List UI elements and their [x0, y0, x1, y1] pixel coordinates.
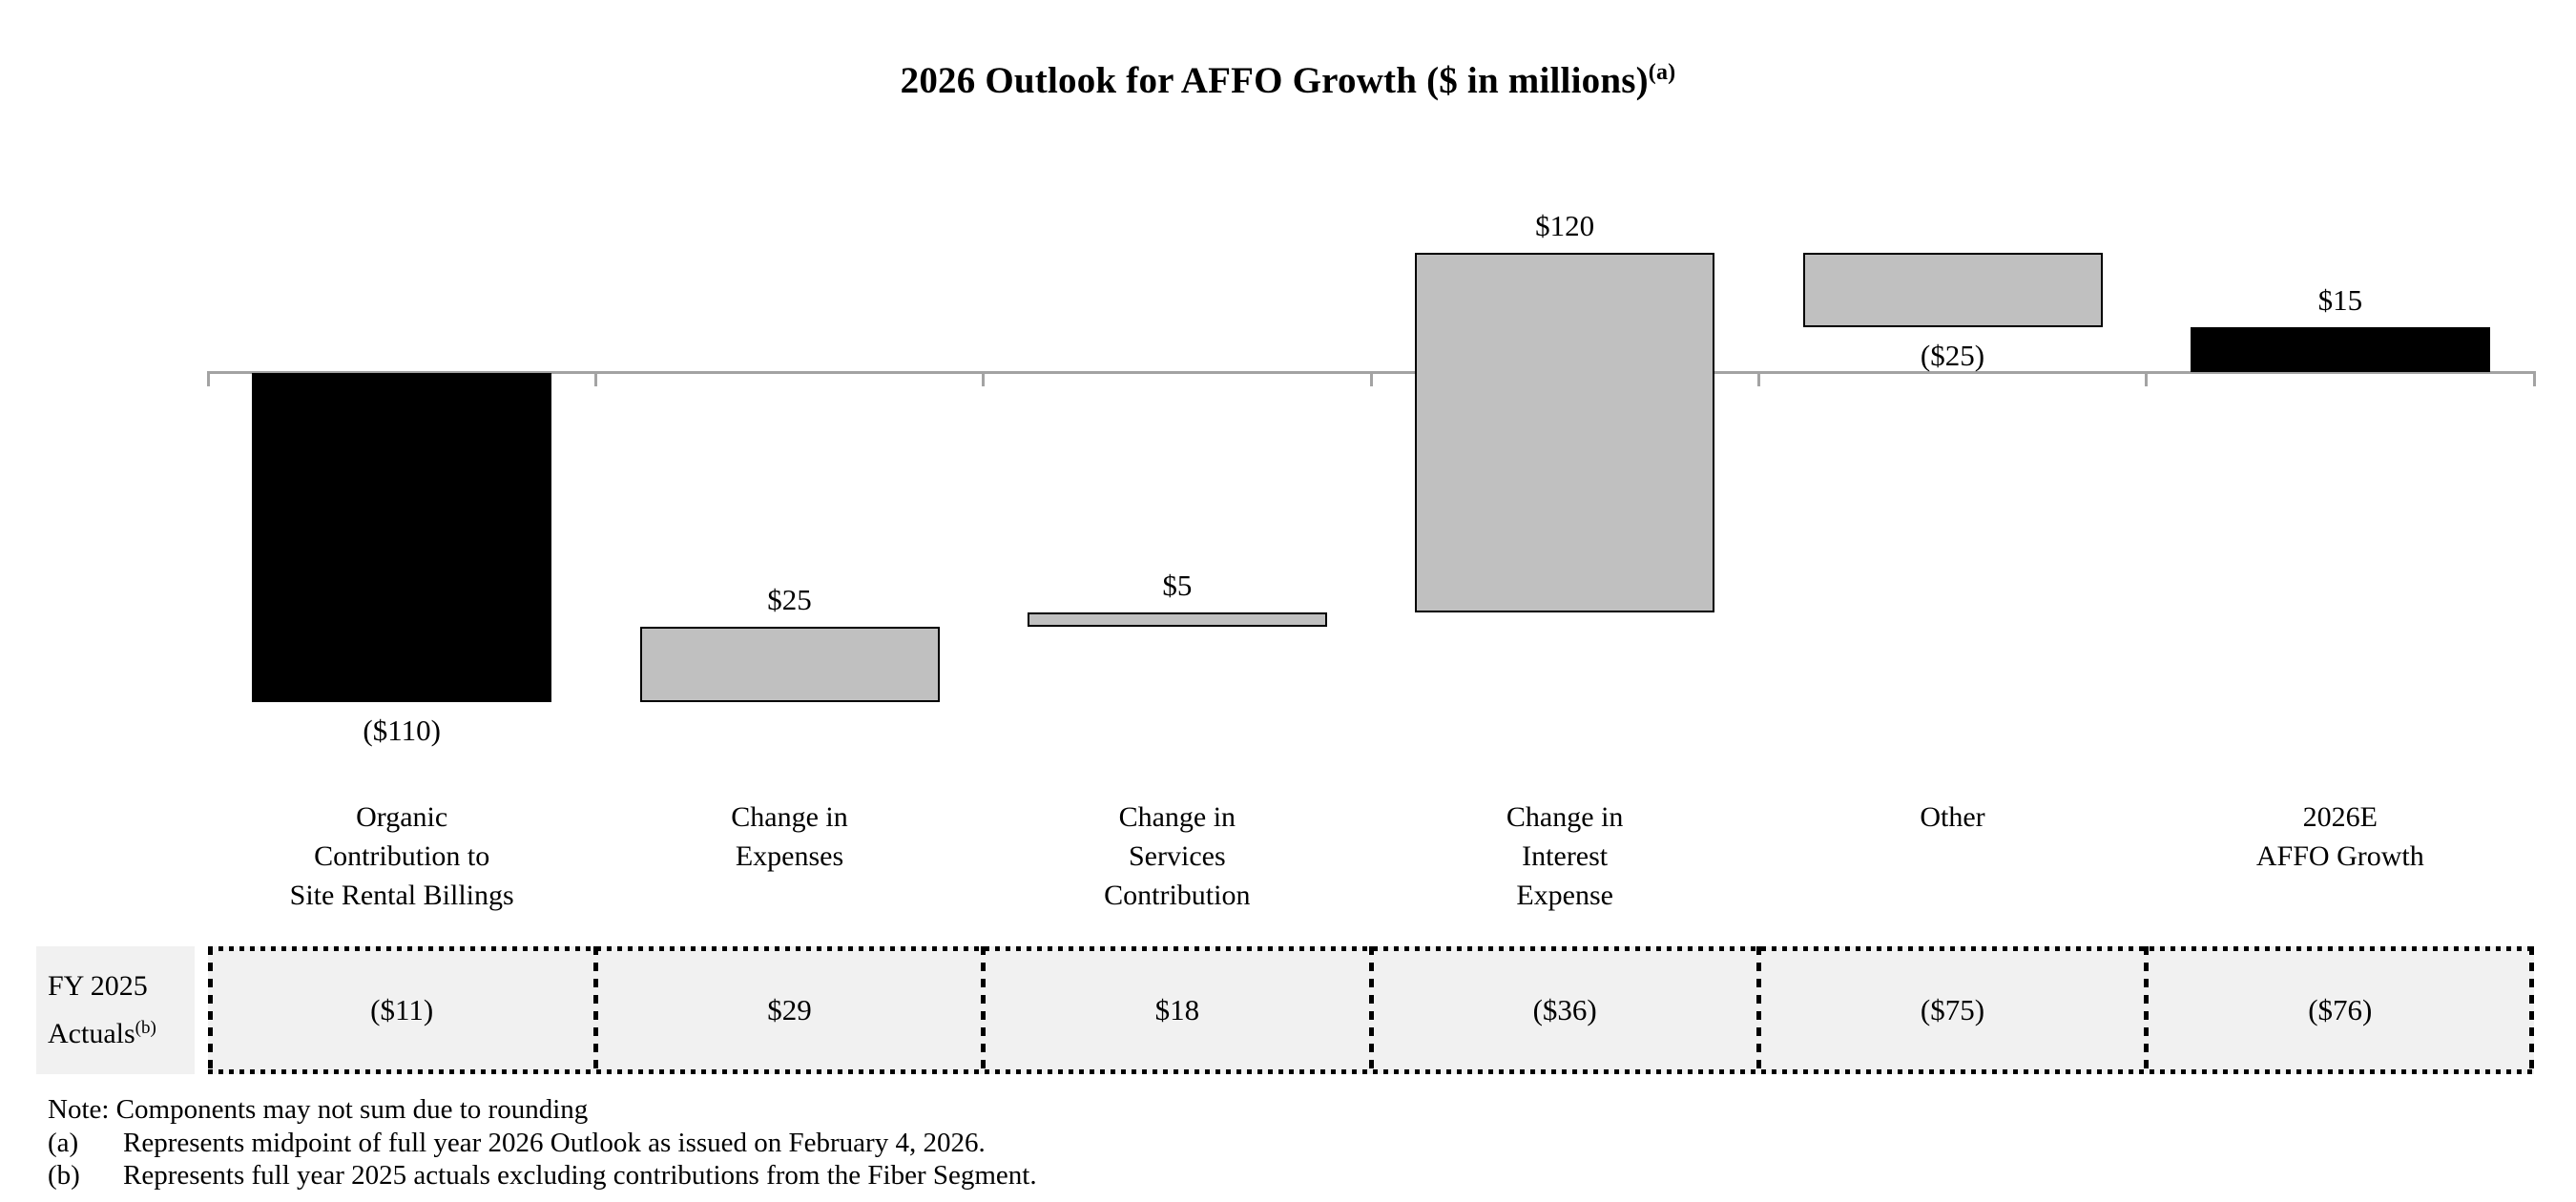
table-cell: ($36)	[1532, 993, 1597, 1026]
axis-tick	[2145, 371, 2149, 386]
footnote-text: Note: Components may not sum due to roun…	[48, 1094, 589, 1125]
table-cell-divider	[981, 946, 987, 1074]
footnote-text: Represents midpoint of full year 2026 Ou…	[123, 1127, 986, 1158]
bar-value-label: ($25)	[1920, 339, 1985, 373]
table-cell-divider	[1755, 946, 1761, 1074]
table-cell: ($75)	[1920, 993, 1985, 1026]
footnote-line: (a) Represents midpoint of full year 2026…	[48, 1127, 1037, 1160]
footnotes: Note: Components may not sum due to roun…	[48, 1093, 1037, 1192]
table-row-header: FY 2025 Actuals(b)	[36, 946, 195, 1074]
axis-tick	[206, 371, 210, 386]
table-row-header-line2: Actuals(b)	[48, 1018, 156, 1049]
table-cell: ($76)	[2308, 993, 2373, 1026]
waterfall-bar	[639, 627, 940, 702]
table-cell-divider	[1368, 946, 1374, 1074]
waterfall-bar	[1802, 252, 2103, 328]
category-label: Other	[1920, 801, 1985, 833]
chart-title-text: 2026 Outlook for AFFO Growth ($ in milli…	[900, 60, 1649, 101]
fy2025-actuals-table: ($11) $29 $18 ($36) ($75) ($76)	[208, 946, 2534, 1074]
table-border-left	[208, 946, 213, 1074]
table-cell: ($11)	[370, 993, 434, 1026]
category-label: 2026E AFFO Growth	[2255, 801, 2424, 872]
table-cell-divider	[592, 946, 598, 1074]
footnote-marker: (b)	[48, 1160, 80, 1191]
axis-tick	[593, 371, 597, 386]
waterfall-bar	[1415, 252, 1715, 612]
axis-tick	[982, 371, 986, 386]
footnote-line: Note: Components may not sum due to roun…	[48, 1093, 1037, 1127]
table-border-right	[2529, 946, 2534, 1074]
table-cell: $18	[1154, 993, 1200, 1026]
bar-value-label: $25	[767, 583, 812, 617]
axis-tick	[1369, 371, 1373, 386]
footnote-marker: (a)	[48, 1127, 79, 1158]
category-label: Organic Contribution to Site Rental Bill…	[289, 801, 514, 911]
table-row-header-footnote-ref: (b)	[135, 1018, 156, 1038]
axis-tick	[2532, 371, 2536, 386]
bar-value-label: ($110)	[363, 713, 441, 747]
table-row-header-line1: FY 2025	[48, 970, 148, 1002]
bar-value-label: $15	[2317, 283, 2363, 318]
category-label: Change in Expenses	[731, 801, 848, 872]
waterfall-bar	[252, 372, 552, 702]
chart-title-footnote-ref: (a)	[1648, 60, 1676, 85]
table-cell-divider	[2144, 946, 2150, 1074]
footnote-line: (b) Represents full year 2025 actuals exc…	[48, 1159, 1037, 1192]
chart-title: 2026 Outlook for AFFO Growth ($ in milli…	[0, 59, 2576, 102]
bar-value-label: $5	[1162, 568, 1193, 602]
category-label: Change in Services Contribution	[1104, 801, 1251, 911]
footnote-text: Represents full year 2025 actuals exclud…	[123, 1160, 1037, 1191]
waterfall-bar	[1027, 611, 1327, 628]
category-label: Change in Interest Expense	[1506, 801, 1624, 911]
bar-value-label: $120	[1535, 208, 1595, 242]
table-cell: $29	[767, 993, 812, 1026]
axis-tick	[1756, 371, 1760, 386]
waterfall-bar	[2190, 327, 2490, 373]
